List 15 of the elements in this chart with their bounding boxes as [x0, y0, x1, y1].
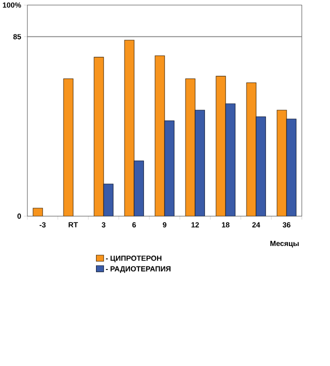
bar — [246, 82, 256, 216]
bar — [134, 160, 144, 216]
bar — [154, 55, 165, 216]
bar — [94, 56, 104, 216]
bar — [194, 110, 205, 216]
bar — [185, 78, 196, 216]
bar — [63, 78, 74, 216]
bar — [286, 118, 296, 216]
bar — [216, 76, 226, 216]
bar — [225, 103, 236, 216]
bar — [256, 116, 266, 216]
bar — [164, 120, 174, 216]
bar — [276, 110, 287, 216]
bar — [124, 40, 134, 216]
bar — [103, 184, 114, 216]
